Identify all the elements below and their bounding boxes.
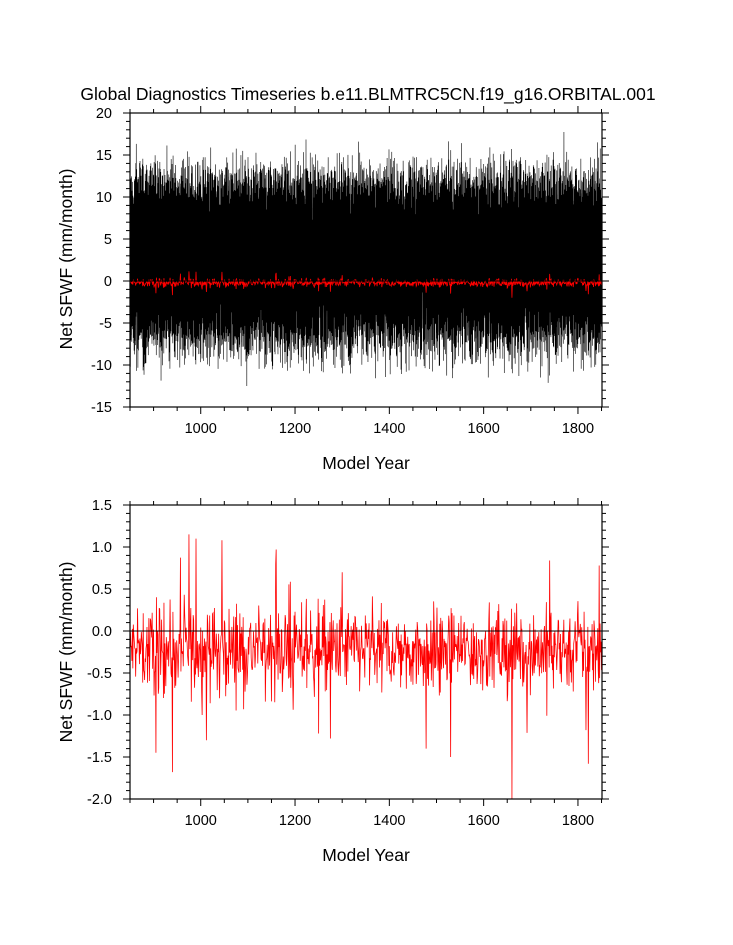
bottom-panel-xlabel: Model Year — [322, 845, 410, 865]
y-tick-label: 0.0 — [92, 624, 112, 640]
x-tick-label: 1600 — [468, 813, 500, 829]
figure-title: Global Diagnostics Timeseries b.e11.BLMT… — [80, 84, 655, 105]
top-panel-xlabel: Model Year — [322, 453, 410, 473]
y-tick-label: -1.0 — [87, 708, 112, 724]
x-tick-label: 1200 — [279, 421, 311, 437]
y-tick-label: -2.0 — [87, 792, 112, 808]
x-tick-label: 1400 — [373, 421, 405, 437]
y-tick-label: -5 — [99, 316, 112, 332]
y-tick-label: 1.0 — [92, 540, 112, 556]
y-tick-label: 15 — [96, 148, 112, 164]
y-tick-label: -10 — [91, 358, 112, 374]
y-tick-label: 1.5 — [92, 498, 112, 514]
x-tick-label: 1400 — [373, 813, 405, 829]
x-tick-label: 1000 — [185, 421, 217, 437]
y-tick-label: 0 — [104, 274, 112, 290]
y-tick-label: -15 — [91, 400, 112, 416]
x-tick-label: 1200 — [279, 813, 311, 829]
top-panel-ylabel: Net SFWF (mm/month) — [56, 169, 76, 350]
y-tick-label: -1.5 — [87, 750, 112, 766]
figure: Global Diagnostics Timeseries b.e11.BLMT… — [0, 0, 733, 945]
x-tick-label: 1800 — [562, 813, 594, 829]
y-tick-label: 5 — [104, 232, 112, 248]
y-tick-label: 0.5 — [92, 582, 112, 598]
y-tick-label: 10 — [96, 190, 112, 206]
bottom-panel-ylabel: Net SFWF (mm/month) — [56, 562, 76, 743]
x-tick-label: 1600 — [468, 421, 500, 437]
y-tick-label: -0.5 — [87, 666, 112, 682]
y-tick-label: 20 — [96, 106, 112, 122]
x-tick-label: 1800 — [562, 421, 594, 437]
x-tick-label: 1000 — [185, 813, 217, 829]
